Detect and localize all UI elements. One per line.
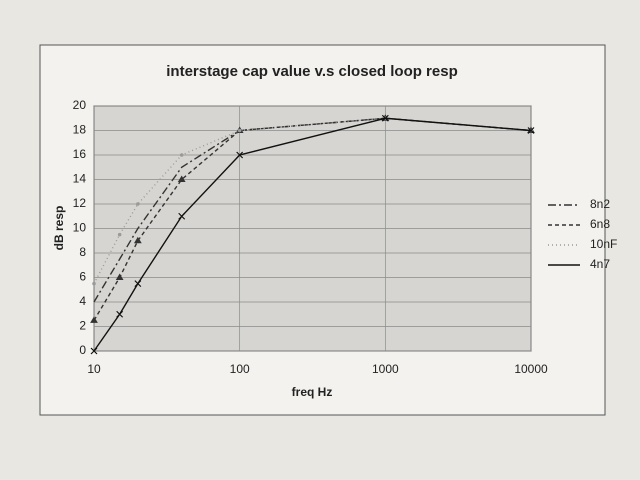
x-axis-label: freq Hz	[292, 385, 333, 399]
y-tick-label: 6	[79, 270, 86, 284]
x-tick-label: 10000	[514, 362, 548, 376]
x-tick-label: 1000	[372, 362, 399, 376]
data-point	[178, 212, 186, 220]
legend-label: 8n2	[590, 197, 610, 211]
y-tick-label: 12	[73, 196, 87, 210]
y-tick-label: 0	[79, 343, 86, 357]
y-tick-label: 20	[73, 98, 87, 112]
y-tick-label: 2	[79, 319, 86, 333]
y-tick-label: 14	[73, 172, 87, 186]
data-point	[179, 153, 184, 157]
data-point	[117, 232, 122, 237]
legend-label: 6n8	[590, 217, 610, 231]
data-point	[115, 273, 124, 280]
legend-label: 10nF	[590, 237, 617, 251]
x-tick-label: 100	[230, 362, 250, 376]
data-point	[92, 281, 96, 286]
y-tick-label: 8	[79, 245, 86, 259]
data-point	[237, 128, 242, 133]
data-point	[90, 316, 98, 323]
y-axis-label: dB resp	[52, 206, 66, 251]
chart-title: interstage cap value v.s closed loop res…	[166, 63, 458, 80]
data-point	[136, 202, 140, 206]
y-tick-label: 10	[73, 221, 87, 235]
legend-label: 4n7	[590, 257, 610, 271]
data-point	[134, 280, 142, 288]
y-tick-label: 16	[73, 147, 87, 161]
data-point	[177, 175, 186, 182]
data-point	[527, 127, 535, 134]
y-tick-label: 18	[73, 123, 87, 137]
y-tick-label: 4	[79, 294, 86, 308]
data-point	[90, 347, 98, 355]
data-point	[381, 114, 389, 122]
data-point	[133, 236, 142, 244]
data-point	[116, 310, 124, 318]
data-point	[236, 151, 244, 159]
x-tick-label: 10	[87, 362, 101, 376]
